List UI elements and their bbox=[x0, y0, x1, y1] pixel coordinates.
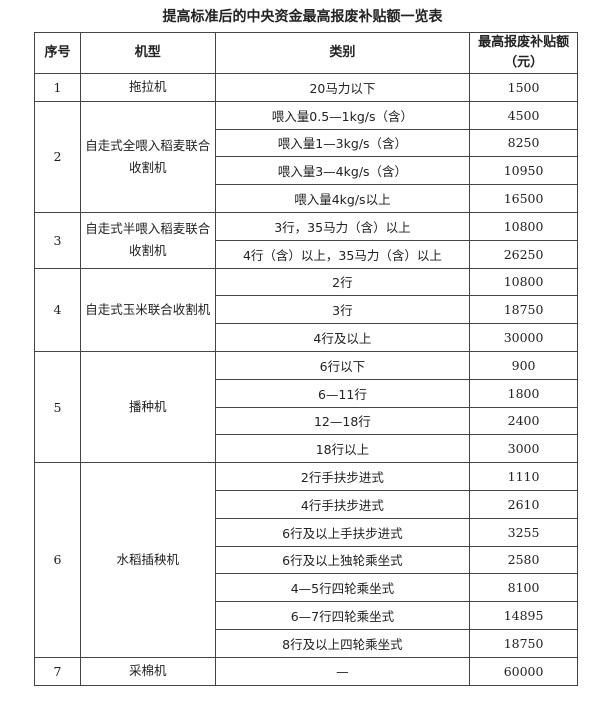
subsidy-amount: 3000 bbox=[469, 434, 578, 464]
category: 2行 bbox=[214, 267, 471, 297]
category: 喂入量0.5—1kg/s（含） bbox=[214, 100, 471, 130]
subsidy-amount: 1110 bbox=[469, 462, 578, 491]
table-row: 6—7行四轮乘坐式 14895 bbox=[35, 601, 578, 630]
table-row: 喂入量1—3kg/s（含） 8250 bbox=[35, 128, 578, 158]
machine-type: 自走式半喂入稻麦联合收割机 bbox=[79, 211, 216, 269]
table-row: 1 拖拉机 20马力以下 1500 bbox=[34, 73, 578, 102]
machine-type: 播种机 bbox=[79, 350, 216, 464]
header-category: 类别 bbox=[214, 32, 471, 74]
machine-type: 拖拉机 bbox=[79, 73, 216, 102]
table-row: 7 采棉机 —60000 bbox=[34, 656, 578, 686]
page-title: 提高标准后的中央资金最高报废补贴额一览表 bbox=[162, 9, 443, 25]
table-row: 6行及以上独轮乘坐式 2580 bbox=[35, 545, 578, 575]
subsidy-amount: 26250 bbox=[469, 239, 578, 269]
category: 18行以上 bbox=[214, 434, 471, 464]
category: 喂入量1—3kg/s（含） bbox=[214, 128, 471, 158]
table-header: 序号 机型 类别 最高报废补贴额（元） bbox=[34, 32, 578, 74]
subsidy-amount: 3255 bbox=[469, 517, 578, 547]
header-type: 机型 bbox=[79, 32, 216, 74]
subsidy-amount: 14895 bbox=[469, 601, 578, 630]
table-row: 3 自走式半喂入稻麦联合收割机 3行，35马力（含）以上 10800 bbox=[34, 211, 578, 269]
table-row: 5 播种机 6行以下 900 bbox=[34, 350, 578, 464]
subsidy-amount: 8250 bbox=[469, 128, 578, 158]
category: — bbox=[214, 656, 471, 686]
row-number: 2 bbox=[34, 100, 81, 213]
category: 8行及以上四轮乘坐式 bbox=[214, 628, 471, 658]
subsidy-amount: 10950 bbox=[469, 156, 578, 186]
subsidy-amount: 18750 bbox=[469, 295, 578, 325]
table-row: 6 水稻插秧机 2行手扶步进式 1110 bbox=[34, 462, 578, 658]
subsidy-table: 序号 机型 类别 最高报废补贴额（元） 1 拖拉机 20马力以下 1500 2 自走式全喂… bbox=[34, 32, 578, 686]
table-row: 喂入量4kg/s以上 16500 bbox=[35, 184, 578, 213]
category: 喂入量4kg/s以上 bbox=[214, 184, 471, 213]
category: 6行及以上独轮乘坐式 bbox=[214, 545, 471, 575]
table-row: 2 自走式全喂入稻麦联合收割机 喂入量0.5—1kg/s（含） 4500 bbox=[34, 100, 578, 213]
subsidy-amount: 30000 bbox=[469, 323, 578, 352]
subsidy-amount: 1800 bbox=[469, 378, 578, 408]
table-row: 6行及以上手扶步进式 3255 bbox=[35, 517, 578, 547]
category: 4行及以上 bbox=[214, 323, 471, 352]
table-row: 3行 18750 bbox=[35, 295, 578, 325]
category: 喂入量3—4kg/s（含） bbox=[214, 156, 471, 186]
category: 3行，35马力（含）以上 bbox=[214, 211, 471, 241]
category: 3行 bbox=[214, 295, 471, 325]
row-number: 4 bbox=[34, 267, 81, 352]
subsidy-amount: 10800 bbox=[469, 267, 578, 297]
subsidy-amount: 60000 bbox=[469, 656, 578, 686]
table-row: 8行及以上四轮乘坐式 18750 bbox=[35, 628, 578, 658]
table-row: 12—18行 2400 bbox=[35, 406, 578, 436]
category: 4行（含）以上，35马力（含）以上 bbox=[214, 239, 471, 269]
header-no: 序号 bbox=[34, 32, 81, 74]
subsidy-amount: 16500 bbox=[469, 184, 578, 213]
category: 20马力以下 bbox=[214, 73, 471, 102]
table-row: 4 自走式玉米联合收割机 2行 10800 bbox=[34, 267, 578, 352]
table-row: 6—11行 1800 bbox=[35, 378, 578, 408]
machine-type: 自走式全喂入稻麦联合收割机 bbox=[79, 100, 216, 213]
category: 6行以下 bbox=[214, 350, 471, 380]
row-number: 7 bbox=[34, 656, 81, 686]
row-number: 5 bbox=[34, 350, 81, 464]
row-number: 1 bbox=[34, 73, 81, 102]
subsidy-amount: 10800 bbox=[469, 211, 578, 241]
subsidy-amount: 900 bbox=[469, 350, 578, 380]
subsidy-amount: 2610 bbox=[469, 489, 578, 519]
category: 4行手扶步进式 bbox=[214, 489, 471, 519]
header-subsidy: 最高报废补贴额（元） bbox=[469, 32, 578, 74]
subsidy-amount: 1500 bbox=[469, 73, 578, 102]
category: 2行手扶步进式 bbox=[214, 462, 471, 491]
category: 12—18行 bbox=[214, 406, 471, 436]
row-number: 3 bbox=[34, 211, 81, 269]
subsidy-amount: 8100 bbox=[469, 573, 578, 603]
machine-type: 自走式玉米联合收割机 bbox=[79, 267, 216, 352]
table-row: 18行以上 3000 bbox=[35, 434, 578, 464]
subsidy-amount: 2400 bbox=[469, 406, 578, 436]
subsidy-amount: 18750 bbox=[469, 628, 578, 658]
category: 4—5行四轮乘坐式 bbox=[214, 573, 471, 603]
machine-type: 水稻插秧机 bbox=[79, 462, 216, 658]
row-number: 6 bbox=[34, 462, 81, 658]
category: 6—11行 bbox=[214, 378, 471, 408]
machine-type: 采棉机 bbox=[79, 656, 216, 686]
category: 6行及以上手扶步进式 bbox=[214, 517, 471, 547]
table-row: 4—5行四轮乘坐式 8100 bbox=[35, 573, 578, 603]
table-row: 4行（含）以上，35马力（含）以上 26250 bbox=[35, 239, 578, 269]
subsidy-amount: 4500 bbox=[469, 100, 578, 130]
table-row: 4行及以上 30000 bbox=[35, 323, 578, 352]
subsidy-amount: 2580 bbox=[469, 545, 578, 575]
category: 6—7行四轮乘坐式 bbox=[214, 601, 471, 630]
